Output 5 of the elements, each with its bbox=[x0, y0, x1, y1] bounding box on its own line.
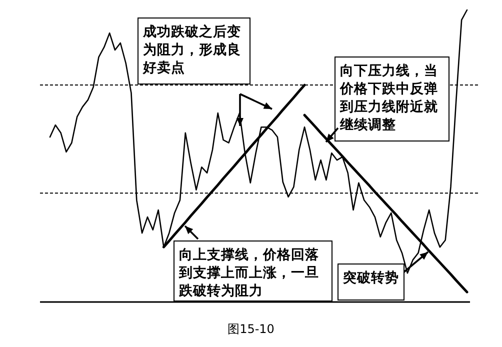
annotation: 成功跌破之后变为阻力，形成良好卖点 bbox=[142, 23, 241, 76]
annotation: 向上支撑线，价格回落到支撑上而上涨，一旦跌破转为阻力 bbox=[178, 247, 319, 299]
annotation: 突破转势 bbox=[342, 269, 399, 286]
annotation: 向下压力线，当价格下跌中反弹到压力线附近就继续调整 bbox=[339, 63, 438, 133]
caption: 图15-10 bbox=[228, 322, 274, 336]
